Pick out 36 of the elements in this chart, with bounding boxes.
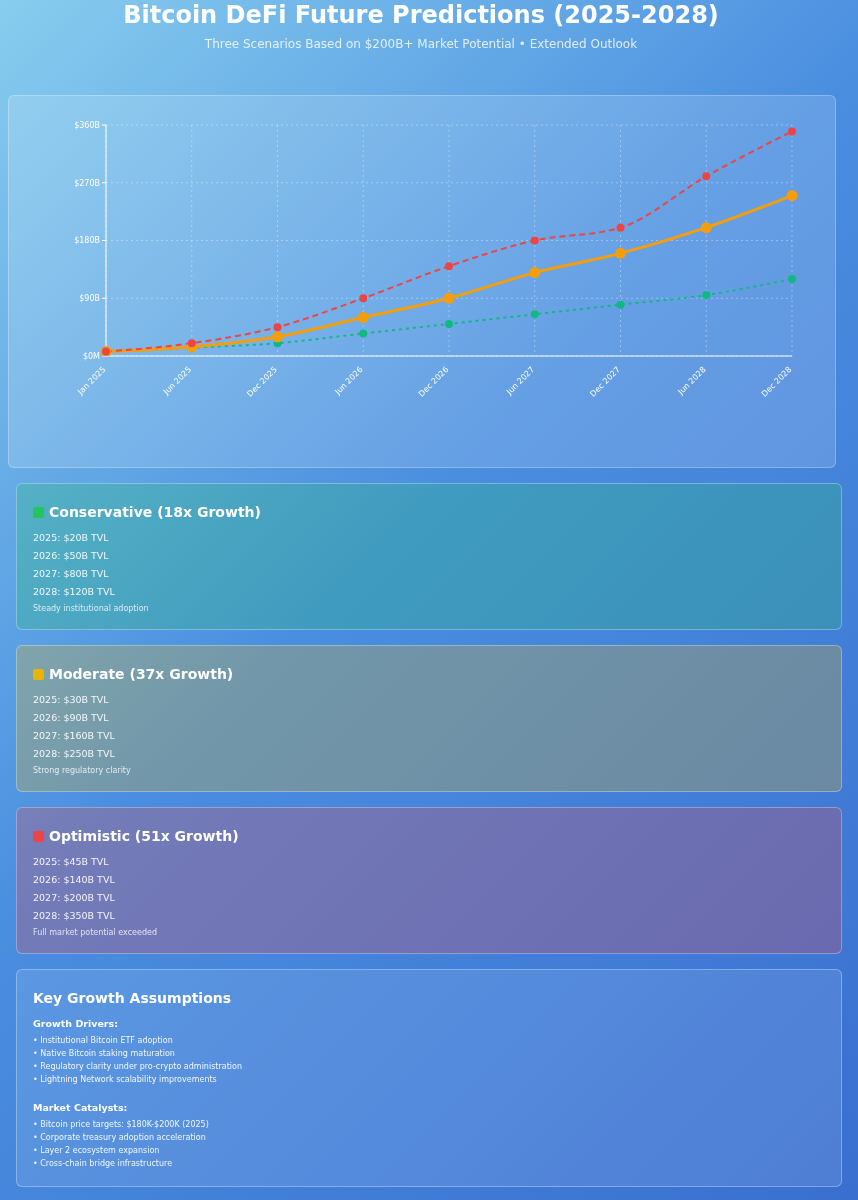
text: • Bitcoin price targets: $180K-$200K (2025) bbox=[33, 1120, 210, 1129]
text: • Layer 2 ecosystem expansion bbox=[33, 1146, 161, 1155]
y-tick-label: $270B bbox=[74, 178, 100, 188]
text: • Native Bitcoin staking maturation bbox=[33, 1049, 176, 1058]
text: Conservative (18x Growth) bbox=[49, 504, 261, 520]
text: 2026: $140B TVL bbox=[33, 874, 116, 885]
text: Full market potential exceeded bbox=[33, 928, 158, 937]
y-tick-label: $180B bbox=[74, 236, 100, 246]
text: 2027: $200B TVL bbox=[33, 892, 116, 903]
chart-title: Bitcoin DeFi Future Predictions (2025-2028) bbox=[122, 1, 720, 29]
y-tick-label: $360B bbox=[74, 120, 100, 130]
text: Steady institutional adoption bbox=[33, 604, 150, 613]
y-tick-label: $90B bbox=[79, 294, 100, 304]
text: 2028: $120B TVL bbox=[33, 586, 116, 597]
text: Strong regulatory clarity bbox=[33, 766, 132, 775]
text: 2025: $30B TVL bbox=[33, 694, 110, 705]
text: • Lightning Network scalability improvements bbox=[33, 1075, 218, 1084]
text: Key Growth Assumptions bbox=[33, 990, 232, 1006]
text: 2028: $350B TVL bbox=[33, 910, 116, 921]
text: 2027: $80B TVL bbox=[33, 568, 110, 579]
text: • Cross-chain bridge infrastructure bbox=[33, 1159, 174, 1168]
text: 2027: $160B TVL bbox=[33, 730, 116, 741]
chart-subtitle: Three Scenarios Based on $200B+ Market Potential • Extended Outlook bbox=[203, 37, 639, 51]
text: • Regulatory clarity under pro-crypto administration bbox=[33, 1062, 243, 1071]
text: Optimistic (51x Growth) bbox=[49, 828, 239, 844]
text: Moderate (37x Growth) bbox=[49, 666, 234, 682]
text: • Corporate treasury adoption acceleration bbox=[33, 1133, 207, 1142]
text: Growth Drivers: bbox=[33, 1018, 119, 1029]
text: • Institutional Bitcoin ETF adoption bbox=[33, 1036, 174, 1045]
y-tick-label: $0M bbox=[82, 351, 101, 361]
text: Market Catalysts: bbox=[33, 1102, 129, 1113]
text: 2025: $20B TVL bbox=[33, 532, 110, 543]
text: 2026: $50B TVL bbox=[33, 550, 110, 561]
text: 2025: $45B TVL bbox=[33, 856, 110, 867]
text: 2028: $250B TVL bbox=[33, 748, 116, 759]
text: 2026: $90B TVL bbox=[33, 712, 110, 723]
